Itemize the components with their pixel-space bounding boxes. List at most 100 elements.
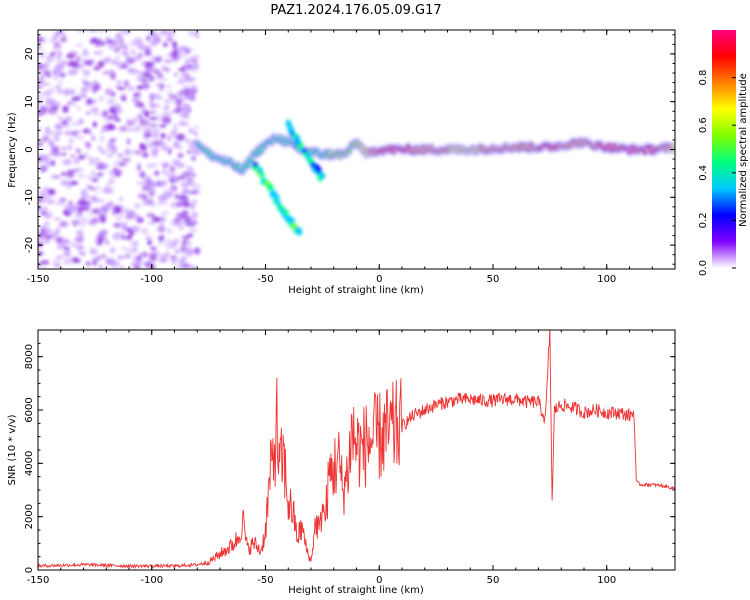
noise-blob — [148, 189, 156, 196]
noise-blob — [55, 151, 62, 157]
noise-blob — [80, 52, 91, 57]
noise-blob — [43, 156, 50, 165]
noise-blob — [39, 105, 46, 111]
spectrogram-x-ticks: -150 -100 -50 0 50 100 — [27, 30, 676, 285]
noise-blob — [191, 147, 196, 155]
noise-blob — [144, 79, 149, 83]
noise-blob — [76, 106, 82, 111]
spectrogram-y-ticks: -20 -10 0 10 20 — [24, 34, 675, 265]
noise-blob — [165, 35, 171, 43]
noise-blob — [173, 72, 178, 77]
noise-blob — [38, 44, 43, 50]
noise-blob — [157, 240, 167, 246]
noise-blob — [169, 185, 178, 191]
noise-blob — [82, 206, 91, 211]
noise-blob — [107, 122, 112, 130]
noise-blob — [178, 223, 185, 231]
noise-blob — [109, 138, 117, 143]
noise-blob — [118, 37, 124, 43]
noise-blob — [44, 228, 53, 233]
noise-blob — [100, 253, 107, 259]
noise-blob — [52, 175, 62, 179]
noise-blob — [175, 92, 185, 96]
noise-blob — [187, 178, 195, 186]
noise-blob — [153, 69, 161, 75]
noise-blob — [60, 36, 67, 43]
noise-blob — [105, 40, 115, 44]
noise-blob — [47, 188, 56, 195]
noise-blob — [190, 205, 195, 210]
noise-blob — [38, 102, 42, 105]
noise-blob — [76, 55, 81, 63]
noise-blob — [136, 75, 144, 82]
noise-blob — [75, 135, 85, 141]
noise-blob — [116, 32, 121, 38]
y-tick-label: 10 — [24, 95, 35, 108]
noise-blob — [102, 207, 109, 214]
noise-blob — [163, 178, 168, 184]
noise-blob — [147, 199, 155, 204]
figure-title: PAZ1.2024.176.05.09.G17 — [270, 3, 441, 18]
noise-blob — [158, 200, 163, 206]
noise-blob — [136, 181, 146, 185]
noise-blob — [186, 150, 192, 155]
noise-blob — [130, 225, 140, 233]
noise-blob — [166, 146, 176, 150]
noise-blob — [145, 50, 151, 57]
noise-blob — [147, 74, 155, 82]
noise-blob — [121, 158, 131, 162]
noise-blob — [112, 39, 119, 47]
noise-blob — [87, 175, 92, 181]
noise-blob — [123, 254, 132, 259]
noise-blob — [179, 245, 186, 251]
noise-blob — [92, 111, 100, 116]
noise-blob — [169, 37, 174, 43]
noise-blob — [80, 58, 86, 62]
x-tick-label: 0 — [376, 274, 382, 285]
noise-blob — [163, 200, 168, 206]
noise-blob — [52, 49, 61, 55]
noise-blob — [118, 30, 126, 33]
noise-blob — [159, 55, 163, 63]
noise-blob — [78, 30, 82, 33]
x-tick-label: -100 — [140, 575, 163, 586]
noise-blob — [40, 260, 50, 265]
y-tick-label: -20 — [24, 237, 35, 253]
noise-blob — [161, 210, 170, 215]
noise-blob — [95, 63, 104, 69]
noise-blob — [123, 60, 130, 64]
noise-blob — [94, 191, 100, 195]
noise-blob — [143, 133, 153, 137]
noise-blob — [55, 102, 62, 107]
noise-blob — [62, 88, 72, 96]
noise-blob — [53, 134, 59, 138]
noise-blob — [146, 35, 151, 42]
noise-blob — [143, 251, 149, 259]
noise-blob — [190, 84, 197, 90]
noise-blob — [162, 164, 168, 169]
noise-blob — [128, 149, 137, 155]
noise-blob — [166, 52, 175, 58]
noise-blob — [52, 259, 61, 267]
noise-blob — [146, 121, 155, 129]
noise-blob — [183, 264, 191, 268]
noise-blob — [184, 49, 191, 55]
noise-blob — [38, 140, 44, 148]
noise-blob — [171, 259, 177, 265]
y-tick-label: 0 — [24, 567, 35, 573]
noise-blob — [70, 168, 79, 174]
noise-blob — [161, 65, 167, 70]
noise-blob — [61, 221, 68, 226]
noise-blob — [62, 60, 67, 65]
snr-x-ticks: -150 -100 0 50 100 -50 — [27, 330, 676, 586]
noise-blob — [38, 85, 43, 89]
noise-blob — [50, 69, 56, 77]
snr-y-ticks: 0 2000 4000 6000 8000 — [24, 329, 675, 573]
y-tick-label: -10 — [24, 189, 35, 205]
noise-blob — [189, 227, 197, 233]
noise-blob — [164, 119, 169, 126]
noise-blob — [191, 173, 196, 178]
spectrogram-x-label: Height of straight line (km) — [288, 285, 424, 296]
noise-blob — [179, 77, 184, 82]
noise-blob — [103, 70, 113, 75]
